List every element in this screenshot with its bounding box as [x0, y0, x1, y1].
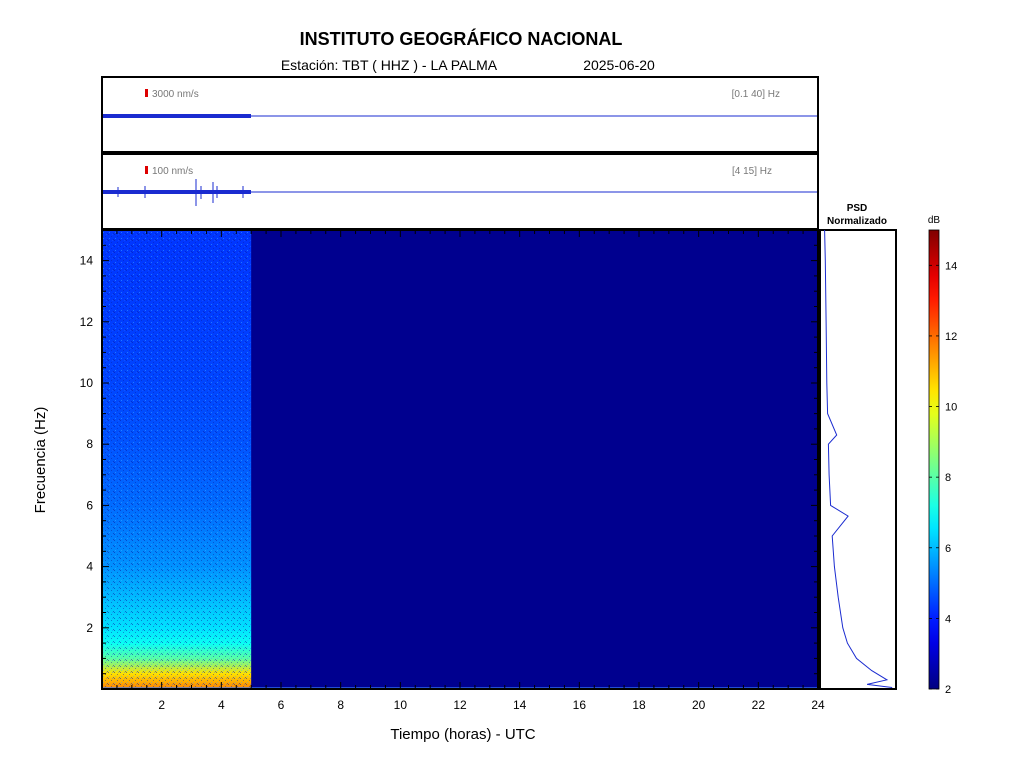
psd-title-line1: PSD — [847, 203, 868, 214]
scale-bar-1 — [145, 89, 148, 97]
trace-panel-filtered: 100 nm/s [4 15] Hz — [101, 153, 819, 230]
trace-panel-broadband: 3000 nm/s [0.1 40] Hz — [101, 76, 819, 153]
trace-spikes-2 — [117, 179, 244, 206]
x-axis-label: Tiempo (horas) - UTC — [390, 726, 535, 743]
colorbar-tick-label: 14 — [945, 260, 957, 272]
spectrogram-speckle — [102, 230, 252, 689]
colorbar-tick-label: 4 — [945, 613, 951, 625]
band-label-1: [0.1 40] Hz — [732, 89, 780, 100]
scale-bar-2 — [145, 166, 148, 174]
colorbar-ticks: 2 4 6 8 10 12 14 — [929, 260, 957, 696]
psd-curve — [824, 229, 893, 688]
scale-label-1: 3000 nm/s — [152, 89, 199, 100]
y-tick-label: 6 — [86, 498, 93, 512]
x-tick-label: 16 — [573, 698, 587, 712]
psd-title-line2: Normalizado — [827, 216, 887, 227]
colorbar-tick-label: 2 — [945, 684, 951, 696]
y-tick-label: 8 — [86, 437, 93, 451]
station-label: Estación: TBT ( HHZ ) - LA PALMA — [281, 57, 498, 73]
colorbar-tick-label: 8 — [945, 472, 951, 484]
x-tick-label: 12 — [453, 698, 467, 712]
x-tick-label: 14 — [513, 698, 527, 712]
x-tick-label: 10 — [394, 698, 408, 712]
y-axis-label: Frecuencia (Hz) — [32, 407, 49, 514]
scale-label-2: 100 nm/s — [152, 166, 193, 177]
y-tick-label: 2 — [86, 621, 93, 635]
x-tick-label: 6 — [278, 698, 285, 712]
x-tick-label: 22 — [752, 698, 766, 712]
y-tick-label: 4 — [86, 560, 93, 574]
x-tick-label: 24 — [811, 698, 825, 712]
colorbar: dB 2 4 6 8 10 12 14 — [928, 215, 957, 696]
x-tick-label: 8 — [337, 698, 344, 712]
y-tick-label: 12 — [80, 315, 94, 329]
x-tick-label: 2 — [158, 698, 165, 712]
x-tick-label: 4 — [218, 698, 225, 712]
y-axis-ticks: 2 4 6 8 10 12 14 — [80, 229, 818, 675]
colorbar-tick-label: 12 — [945, 331, 957, 343]
x-axis-ticks: 2 4 6 8 10 12 14 16 18 20 22 24 — [101, 230, 825, 712]
band-label-2: [4 15] Hz — [732, 166, 772, 177]
x-tick-label: 18 — [632, 698, 646, 712]
trace-signal-1 — [103, 114, 251, 118]
colorbar-tick-label: 10 — [945, 402, 957, 414]
y-tick-label: 14 — [80, 254, 94, 268]
date-label: 2025-06-20 — [583, 57, 655, 73]
colorbar-tick-label: 6 — [945, 543, 951, 555]
y-tick-label: 10 — [80, 376, 94, 390]
psd-panel: PSD Normalizado — [819, 203, 897, 690]
x-tick-label: 20 — [692, 698, 706, 712]
colorbar-gradient — [928, 229, 940, 690]
colorbar-unit-label: dB — [928, 215, 941, 226]
figure-title: INSTITUTO GEOGRÁFICO NACIONAL — [300, 28, 623, 49]
trace-signal-2 — [103, 190, 251, 194]
psd-frame — [819, 229, 897, 690]
